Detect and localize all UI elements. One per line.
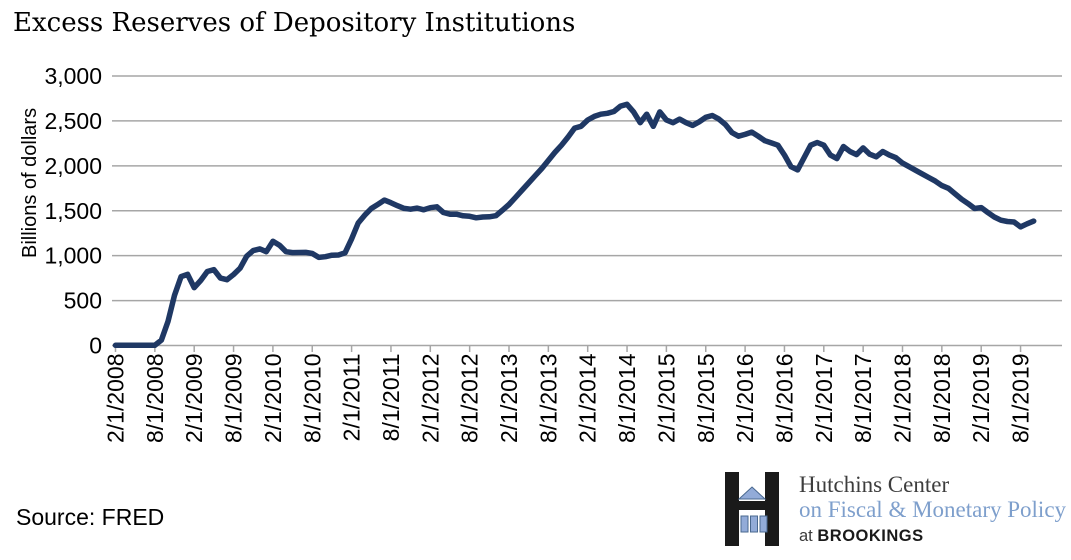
brookings-label: BROOKINGS [817,527,924,545]
y-tick-label: 0 [89,333,102,359]
fiscal-monetary-policy-label: on Fiscal & Monetary Policy [799,497,1067,522]
at-brookings-label: at BROOKINGS [799,525,1066,547]
x-tick-label: 8/1/2013 [535,354,561,444]
x-tick-label: 2/1/2009 [181,354,207,444]
x-tick-label: 8/1/2011 [378,354,404,442]
x-tick-label: 2/1/2018 [890,354,916,444]
x-tick-label: 8/1/2008 [142,354,168,444]
x-tick-label: 8/1/2017 [850,354,876,444]
y-tick-label: 1,000 [44,243,102,269]
x-tick-label: 8/1/2014 [614,353,640,443]
y-axis-title: Billions of dollars [19,108,41,258]
column-icon [750,515,758,533]
x-tick-label: 2/1/2017 [811,354,837,444]
y-tick-label: 2,500 [44,108,102,134]
y-tick-label: 3,000 [44,63,102,89]
column-icon [759,515,768,533]
x-tick-label: 2/1/2015 [653,354,679,444]
x-tick-label: 2/1/2008 [103,354,129,444]
x-tick-label: 2/1/2016 [732,354,758,444]
x-tick-label: 2/1/2010 [260,354,286,444]
x-tick-label: 8/1/2015 [693,354,719,444]
x-tick-label: 2/1/2012 [417,354,443,444]
column-icon [740,515,749,533]
hutchins-h-building-icon [725,472,779,546]
source-label: Source: FRED [16,504,165,530]
x-tick-label: 8/1/2009 [221,354,247,444]
x-tick-label: 8/1/2016 [771,354,797,444]
hutchins-logo-text: Hutchins Center on Fiscal & Monetary Pol… [799,472,1066,547]
x-tick-label: 2/1/2019 [968,354,994,444]
x-tick-label: 2/1/2011 [339,354,365,442]
x-tick-label: 8/1/2012 [457,354,483,444]
excess-reserves-chart: 0 500 1,000 1,500 2,000 2,500 3,000 2/1/2008 8/1… [19,63,1062,444]
excess-reserves-line [112,101,1037,349]
x-tick-label: 8/1/2010 [299,354,325,444]
y-tick-label: 1,500 [44,198,102,224]
hutchins-brookings-logo: Hutchins Center on Fiscal & Monetary Pol… [725,472,1066,547]
pediment-triangle-icon [737,486,767,500]
x-tick-label: 8/1/2018 [929,354,955,444]
at-label: at [799,527,813,545]
x-tick-label: 8/1/2019 [1008,354,1034,444]
y-tick-label: 2,000 [44,153,102,179]
x-tick-label: 2/1/2013 [496,354,522,444]
hutchins-center-label: Hutchins Center [799,472,950,497]
x-tick-label: 2/1/2014 [575,353,601,443]
y-tick-label: 500 [64,288,102,314]
page-title: Excess Reserves of Depository Institutio… [13,8,576,38]
